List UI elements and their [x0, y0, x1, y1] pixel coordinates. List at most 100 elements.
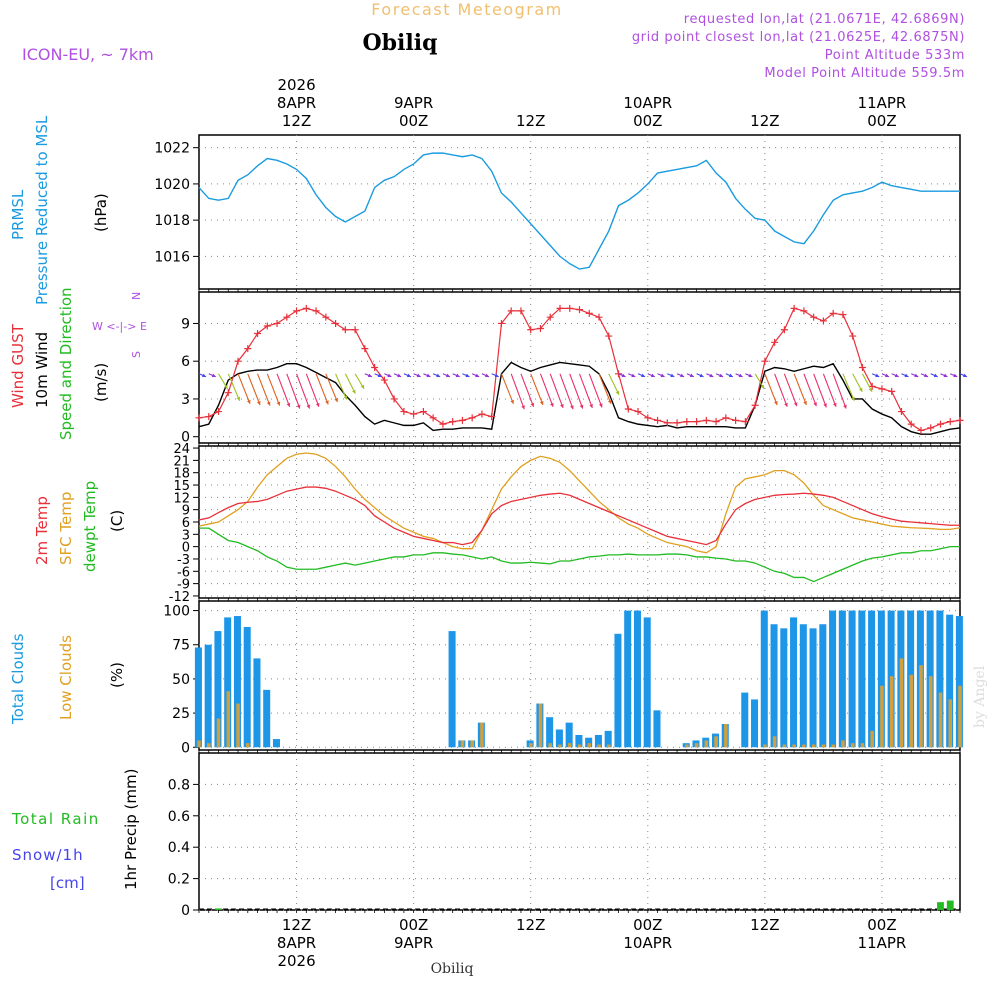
gust-marker [868, 382, 876, 390]
gust-marker [283, 313, 291, 321]
total-cloud-bar [575, 734, 583, 748]
low-cloud-bar [577, 744, 582, 748]
wind-arrow-head [436, 373, 441, 378]
total-cloud-bar [643, 617, 651, 748]
top-time-label: 9APR [394, 94, 433, 112]
wind-arrow-head [598, 403, 603, 408]
wind-arrow-head [793, 402, 798, 407]
dewpt-line [199, 527, 960, 583]
pressure-frame [198, 134, 961, 290]
bottom-time-label: 2026 [277, 952, 315, 970]
wind-arrow [520, 373, 535, 407]
low-cloud-bar [714, 736, 718, 748]
wind-arrow-head [256, 401, 261, 405]
gust-marker [693, 418, 701, 426]
point-altitude: Point Altitude 533m [825, 48, 965, 63]
cloud-labels: Total Clouds Low Clouds (%) [9, 633, 126, 725]
wind-arrow [842, 373, 855, 402]
precip-frame [198, 752, 961, 911]
wind-arrow-head [560, 404, 564, 408]
total-cloud-bar [194, 647, 202, 748]
wind-arrow-head [224, 384, 228, 389]
precip-unit: 1hr Precip (mm) [122, 769, 140, 890]
pressure-ytick-label: 1022 [154, 141, 190, 157]
low-cloud-bar [792, 744, 796, 748]
wind-arrow-head [832, 402, 837, 407]
wind-arrow [335, 373, 348, 400]
wind-arrow [598, 373, 612, 404]
wind-arrow-head [352, 389, 356, 394]
wind-arrow [266, 373, 281, 406]
wind-arrow-head [360, 384, 365, 389]
wind-arrow-head [660, 373, 665, 378]
wind-arrow [344, 373, 356, 394]
gust-marker [644, 414, 652, 422]
gust-marker [195, 414, 203, 422]
top-time-label: 00Z [399, 112, 428, 130]
wind-arrow-head [709, 373, 714, 378]
compass-n: N [130, 292, 143, 300]
total-cloud-bar [751, 699, 759, 748]
gust-marker [263, 322, 271, 330]
gust-marker [810, 313, 818, 321]
gust-marker [205, 413, 213, 421]
percent-unit: (%) [108, 662, 126, 688]
total-cloud-bar [770, 624, 778, 748]
compass-we: W <-|-> E [92, 320, 147, 333]
panel-precip: 0 0.2 0.4 0.6 0.8 [168, 752, 961, 919]
wind-arrow [774, 373, 788, 407]
total-cloud-bar [741, 692, 749, 748]
total-cloud-bar [858, 610, 866, 748]
gust-marker [585, 309, 593, 317]
low-cloud-bar [850, 743, 855, 748]
wind-arrow-head [670, 373, 675, 378]
low-cloud-bar [831, 744, 835, 748]
gust-marker [400, 408, 408, 416]
gust-marker [634, 408, 642, 416]
total-cloud-bar [868, 610, 876, 748]
low-cloud-bar [694, 743, 699, 748]
low-cloud-bar [919, 665, 923, 748]
gust-marker [907, 420, 915, 428]
wind-arrow [247, 373, 261, 406]
bottom-time-label: 00Z [399, 916, 428, 934]
gust-marker [380, 376, 388, 384]
total-cloud-bar [233, 616, 241, 748]
low-cloud-bar [782, 744, 787, 748]
pressure-ytick-label: 1020 [154, 177, 190, 193]
wind-arrow-head [589, 404, 593, 408]
total-cloud-bar [624, 610, 632, 748]
gust-marker [956, 416, 964, 424]
total-cloud-bar [838, 610, 846, 748]
total-cloud-bar [555, 729, 563, 748]
total-cloud-bar [214, 631, 222, 748]
gust-marker [566, 304, 574, 312]
gust-marker [312, 307, 320, 315]
wind-arrow [539, 373, 554, 407]
low-cloud-bar [216, 718, 221, 748]
low-cloud-bar [597, 744, 601, 748]
total-cloud-bar [653, 710, 661, 748]
gust-marker [819, 317, 827, 325]
wind-arrow-head [851, 396, 855, 401]
prmsl-label: PRMSL [9, 189, 27, 240]
gust-marker [273, 319, 281, 327]
gust-marker [254, 330, 262, 338]
sfc-temp-label: SFC Temp [57, 492, 75, 565]
ms-unit: (m/s) [92, 363, 110, 402]
wind-arrow-head [894, 373, 899, 378]
bottom-time-label: 8APR [277, 934, 316, 952]
top-time-label: 00Z [633, 112, 662, 130]
total-cloud-bar [829, 610, 837, 748]
low-cloud-bar [811, 744, 816, 748]
pressure-labels: PRMSL Pressure Reduced to MSL (hPa) [9, 115, 110, 305]
bottom-time-label: 10APR [623, 934, 672, 952]
wind-arrow [822, 373, 837, 407]
low-cloud-bar [958, 685, 962, 748]
wind-arrow [315, 373, 329, 405]
wind-arrow-head [406, 373, 411, 378]
wind-ytick-label: 9 [181, 316, 190, 332]
wind-arrow-head [306, 404, 311, 409]
gust-marker [497, 319, 505, 327]
